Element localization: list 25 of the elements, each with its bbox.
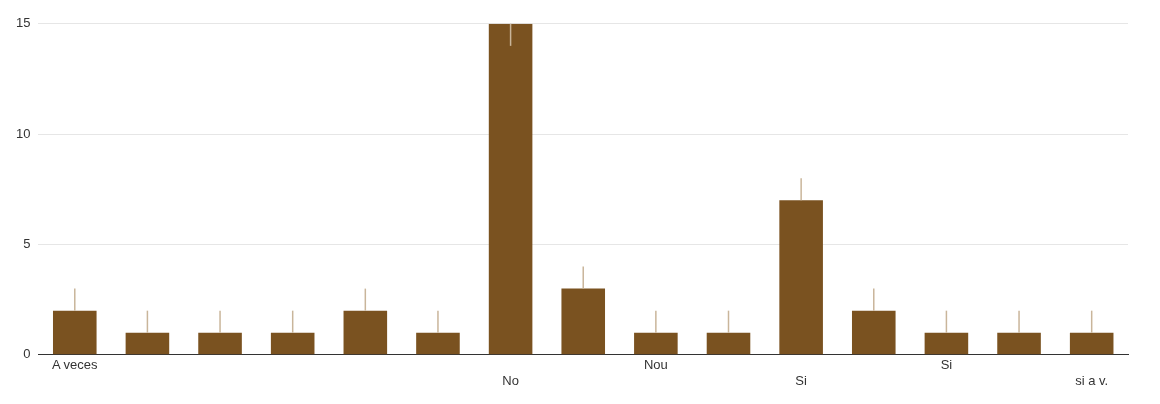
bar — [198, 332, 242, 355]
bar — [416, 332, 460, 355]
bar — [924, 332, 969, 355]
x-tick-label: A veces — [52, 357, 99, 373]
y-tick-label: 0 — [23, 346, 31, 362]
x-tick-label: Si — [940, 357, 953, 373]
x-tick-label: si a v. — [1075, 372, 1109, 388]
y-tick-label: 5 — [23, 236, 31, 252]
y-tick-label: 10 — [15, 125, 31, 141]
bar — [779, 200, 823, 355]
x-tick-label: Nou — [643, 357, 668, 373]
bar — [343, 310, 388, 355]
bar — [125, 332, 170, 355]
bar — [706, 332, 751, 355]
bar — [52, 310, 97, 355]
x-tick-label: No — [502, 372, 519, 388]
bar — [488, 23, 533, 355]
bar — [270, 332, 315, 355]
bar — [561, 288, 606, 355]
bar — [997, 332, 1041, 355]
bar — [1069, 332, 1114, 355]
y-tick-label: 15 — [15, 15, 31, 31]
x-tick-label: Si — [795, 372, 808, 388]
bar — [851, 310, 896, 355]
bar — [634, 332, 678, 355]
